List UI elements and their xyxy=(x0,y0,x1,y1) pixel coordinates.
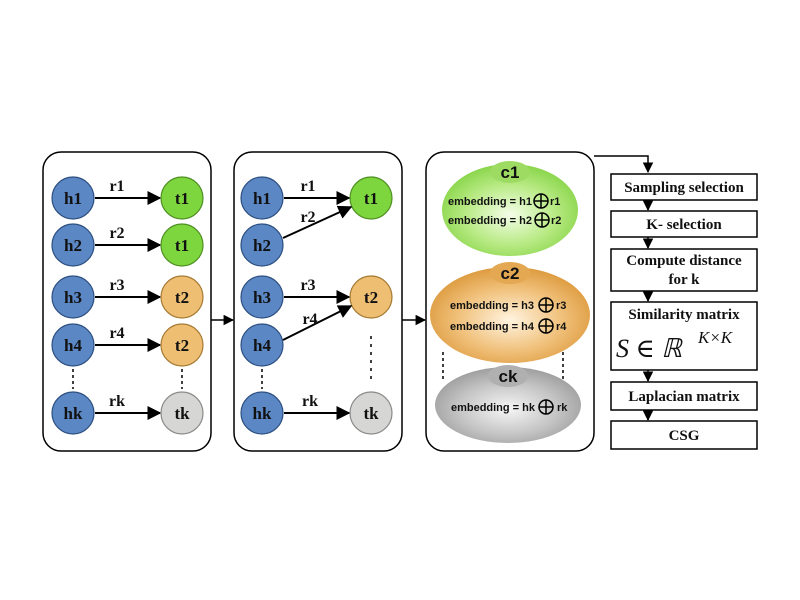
embedding-text: embedding = h3 xyxy=(450,300,534,312)
panel-2-frame xyxy=(233,151,403,452)
tail-label: tk xyxy=(174,404,190,423)
tail-node-tk xyxy=(160,391,204,435)
step-label: Similarity matrix xyxy=(628,307,740,323)
head-node-h1 xyxy=(240,176,284,220)
head-label: hk xyxy=(253,404,272,423)
tail-label: t2 xyxy=(175,288,189,307)
step-label: Compute distance xyxy=(626,253,742,269)
step-csg xyxy=(610,420,758,450)
head-label: h4 xyxy=(253,336,271,355)
tail-node-t2 xyxy=(160,275,204,319)
tail-label: t1 xyxy=(364,189,378,208)
tail-node-t1 xyxy=(160,176,204,220)
cluster-ck-blob xyxy=(435,367,581,443)
oplus-icon xyxy=(538,297,554,313)
step-laplacian-matrix xyxy=(610,381,758,411)
cluster-label: c1 xyxy=(501,163,520,182)
relation-label: rk xyxy=(302,393,318,410)
head-node-h1 xyxy=(51,176,95,220)
relation-label: r3 xyxy=(109,277,124,294)
relation-arrow xyxy=(282,205,353,239)
relation-label: r4 xyxy=(109,325,124,342)
head-label: h1 xyxy=(253,189,271,208)
head-label: h4 xyxy=(64,336,82,355)
relation-label: r2 xyxy=(300,209,315,226)
embedding-text: embedding = h1 xyxy=(448,196,532,208)
head-node-h3 xyxy=(240,275,284,319)
embedding-text: embedding = hk xyxy=(451,402,536,414)
step-label: for k xyxy=(669,272,701,288)
step-sampling-selection xyxy=(610,173,758,201)
head-node-h2 xyxy=(240,223,284,267)
head-node-hk xyxy=(51,391,95,435)
tail-label: tk xyxy=(363,404,379,423)
relation-label: r1 xyxy=(109,178,124,195)
head-label: h2 xyxy=(64,236,82,255)
relation-arrow xyxy=(282,305,353,341)
cluster-label: c2 xyxy=(501,264,520,283)
step-similarity-matrix xyxy=(610,301,758,371)
embedding-text: embedding = h4 xyxy=(450,321,535,333)
relation-label: r2 xyxy=(109,225,124,242)
embedding-text: r2 xyxy=(551,215,561,227)
panel-3-frame xyxy=(425,151,595,452)
tail-label: t2 xyxy=(364,288,378,307)
tail-label: t1 xyxy=(175,236,189,255)
embedding-text: r1 xyxy=(550,196,560,208)
head-label: hk xyxy=(64,404,83,423)
head-label: h1 xyxy=(64,189,82,208)
relation-label: r4 xyxy=(302,311,317,328)
oplus-icon xyxy=(534,212,550,228)
flow-arrow xyxy=(594,155,654,174)
head-node-hk xyxy=(240,391,284,435)
step-label: Sampling selection xyxy=(624,180,744,196)
embedding-text: r3 xyxy=(556,300,566,312)
relation-label: r3 xyxy=(300,277,315,294)
embedding-text: r4 xyxy=(556,321,567,333)
head-node-h2 xyxy=(51,223,95,267)
cluster-c1-blob xyxy=(442,164,578,256)
cluster-c1-label-bubble xyxy=(490,161,530,183)
relation-label: r1 xyxy=(300,178,315,195)
similarity-formula: S ∈ ℝ xyxy=(616,334,683,363)
cluster-c2-label-bubble xyxy=(490,262,530,284)
head-label: h3 xyxy=(253,288,271,307)
cluster-label: ck xyxy=(499,367,518,386)
embedding-text: rk xyxy=(557,402,568,414)
oplus-icon xyxy=(533,193,549,209)
head-node-h3 xyxy=(51,275,95,319)
head-label: h2 xyxy=(253,236,271,255)
oplus-icon xyxy=(538,318,554,334)
step-compute-distance xyxy=(610,248,758,292)
panel-1-frame xyxy=(42,151,212,452)
tail-label: t1 xyxy=(175,189,189,208)
embedding-text: embedding = h2 xyxy=(448,215,532,227)
step-k-selection xyxy=(610,210,758,238)
head-node-h4 xyxy=(240,323,284,367)
tail-label: t2 xyxy=(175,336,189,355)
cluster-c2-blob xyxy=(430,267,590,363)
step-label: Laplacian matrix xyxy=(628,389,740,405)
tail-node-t1 xyxy=(160,223,204,267)
tail-node-t2 xyxy=(160,323,204,367)
head-label: h3 xyxy=(64,288,82,307)
oplus-icon xyxy=(538,399,554,415)
cluster-ck-label-bubble xyxy=(488,365,528,387)
relation-label: rk xyxy=(109,393,125,410)
step-label: K- selection xyxy=(646,217,722,233)
head-node-h4 xyxy=(51,323,95,367)
step-label: CSG xyxy=(669,428,700,444)
similarity-exponent: K×K xyxy=(697,328,734,347)
